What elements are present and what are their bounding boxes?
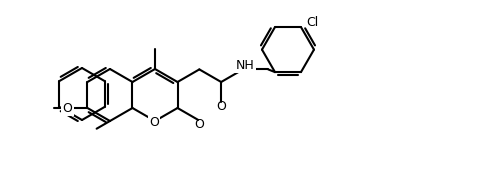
Text: O: O xyxy=(62,102,72,114)
Text: Cl: Cl xyxy=(306,16,318,29)
Text: NH: NH xyxy=(236,59,255,72)
Text: O: O xyxy=(216,100,226,113)
Text: O: O xyxy=(194,118,204,131)
Text: O: O xyxy=(149,117,159,129)
